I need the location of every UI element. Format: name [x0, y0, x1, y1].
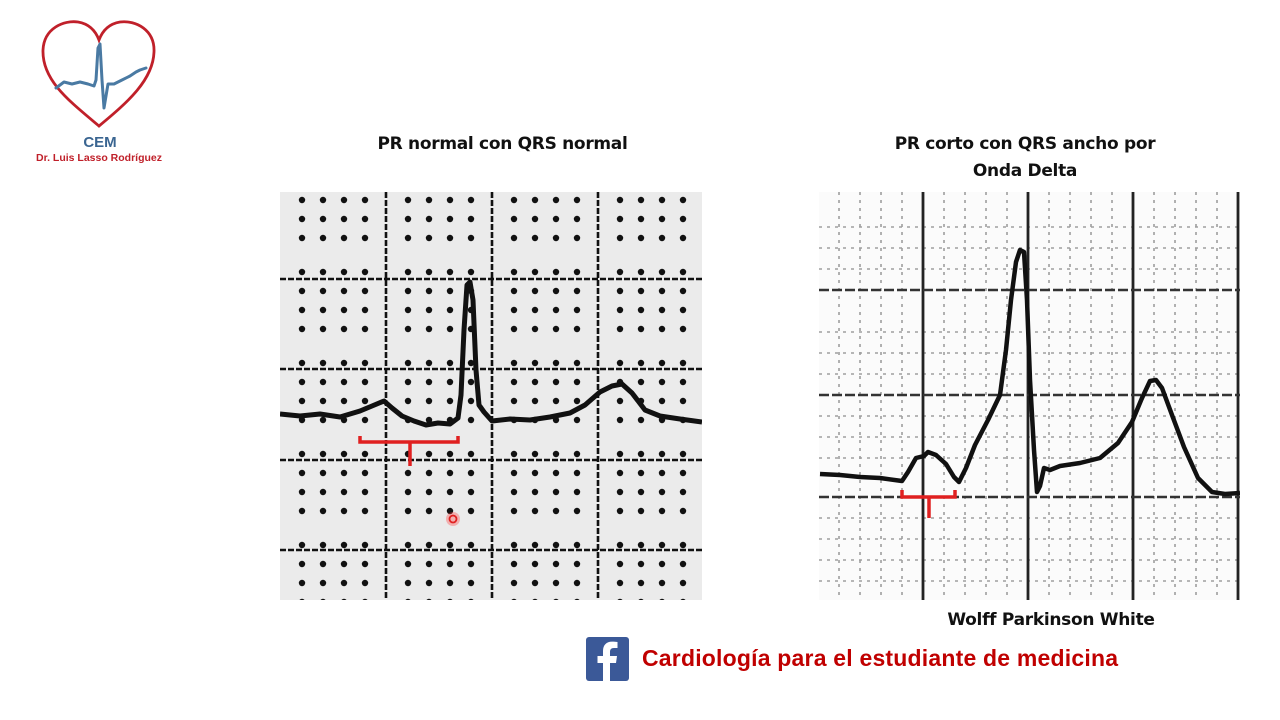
- facebook-icon[interactable]: [586, 637, 629, 681]
- logo-author-name: Dr. Luis Lasso Rodríguez: [35, 152, 163, 164]
- pr-interval-bracket: [358, 436, 460, 466]
- ecg-normal-strip: [280, 192, 702, 600]
- ecg-wpw-strip: [819, 192, 1240, 600]
- right-panel-title: PR corto con QRS ancho por Onda Delta: [860, 131, 1190, 185]
- left-panel-title: PR normal con QRS normal: [377, 134, 628, 154]
- right-panel-title-line2: Onda Delta: [972, 161, 1078, 181]
- right-panel-title-line1: PR corto con QRS ancho por: [894, 134, 1156, 154]
- cursor-indicator: [446, 512, 460, 526]
- logo-acronym: CEM: [83, 134, 117, 151]
- ecg-normal-panel: [280, 192, 702, 600]
- cem-heart-logo-icon: [41, 20, 156, 128]
- wpw-caption: Wolff Parkinson White: [947, 610, 1155, 630]
- short-pr-bracket: [900, 490, 957, 518]
- facebook-page-name[interactable]: Cardiología para el estudiante de medici…: [642, 645, 1119, 671]
- ecg-wpw-panel: [819, 192, 1240, 600]
